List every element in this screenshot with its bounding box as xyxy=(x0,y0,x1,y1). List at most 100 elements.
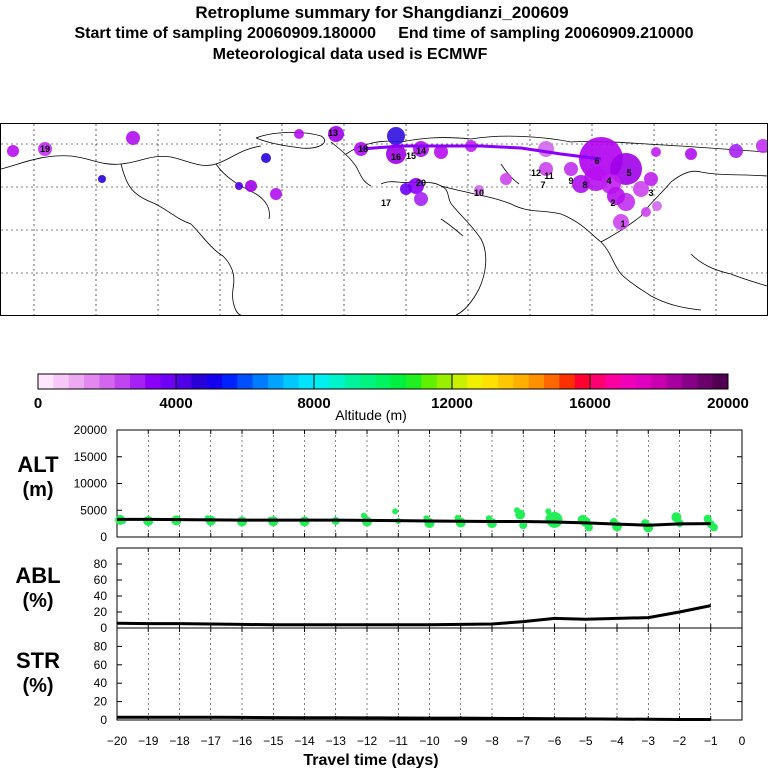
plume-point xyxy=(651,147,661,157)
colorbar-cell xyxy=(574,374,591,389)
plume-point xyxy=(400,183,412,195)
y-tick-label: 0 xyxy=(100,621,107,635)
y-tick-label: 5000 xyxy=(80,503,107,517)
panel-unit-label: (%) xyxy=(22,590,53,612)
plume-points xyxy=(7,126,767,230)
plume-point xyxy=(434,145,448,159)
plume-point xyxy=(7,145,19,157)
colorbar-cell xyxy=(498,374,514,389)
alt-scatter-point xyxy=(519,521,528,530)
colorbar-ticks: 0 4000 8000 12000 16000 20000 xyxy=(34,374,749,412)
plume-cluster-label: 2 xyxy=(610,198,615,208)
str-series-line xyxy=(117,715,711,722)
colorbar-cell xyxy=(222,374,238,389)
colorbar-cell xyxy=(559,374,576,389)
plume-point xyxy=(474,185,484,195)
colorbar-cell xyxy=(68,374,85,389)
colorbar-cell xyxy=(99,374,116,389)
colorbar-cell xyxy=(375,374,392,389)
colorbar-cell xyxy=(160,374,177,389)
colorbar-tick-label: 12000 xyxy=(431,395,473,412)
plume-cluster-label: 12 xyxy=(531,168,541,178)
plume-point xyxy=(245,180,257,192)
x-tick-label: −12 xyxy=(357,734,378,748)
plume-cluster-label: 19 xyxy=(40,144,50,154)
altitude-colorbar: 0 4000 8000 12000 16000 20000 Altitude (m) xyxy=(0,370,768,430)
plume-point xyxy=(685,148,697,160)
plume-point xyxy=(294,129,304,139)
alt-scatter-point xyxy=(360,512,367,519)
colorbar-cell xyxy=(329,374,346,389)
plume-cluster-label: 20 xyxy=(416,178,426,188)
alt-scatter-point xyxy=(545,508,552,515)
x-tick-label: −8 xyxy=(485,734,499,748)
alt-scatter-point xyxy=(392,508,399,515)
panel-label: STR xyxy=(16,648,60,673)
x-tick-label: −4 xyxy=(610,734,624,748)
plume-cluster-label: 10 xyxy=(474,188,484,198)
colorbar-cell xyxy=(206,374,223,389)
alt-scatter-point xyxy=(485,515,492,522)
time-series-panels: 20000 15000 10000 5000 0 ALT (m) 80 60 40 20 0 ABL (%… xyxy=(0,420,768,769)
y-tick-label: 60 xyxy=(94,658,108,672)
colorbar-cells xyxy=(38,374,729,389)
plume-point xyxy=(572,175,590,193)
alt-scatter-point xyxy=(143,515,154,526)
panel-label: ALT xyxy=(17,452,59,477)
x-tick-label: −2 xyxy=(673,734,687,748)
alt-median-line xyxy=(117,517,711,527)
plume-point xyxy=(756,139,767,153)
colorbar-cell xyxy=(298,374,315,389)
sampling-times: Start time of sampling 20060909.180000 E… xyxy=(0,25,768,43)
plume-cluster-label: 3 xyxy=(648,188,653,198)
y-tick-label: 60 xyxy=(94,573,108,587)
plume-point xyxy=(607,187,625,205)
colorbar-cell xyxy=(421,374,438,389)
colorbar-cell xyxy=(651,374,668,389)
colorbar-tick-label: 16000 xyxy=(569,395,611,412)
panel-label: ABL xyxy=(15,563,60,588)
y-tick-label: 0 xyxy=(100,530,107,544)
plume-point xyxy=(235,182,243,190)
alt-scatter-point xyxy=(454,514,461,521)
panel-unit-label: (m) xyxy=(22,479,53,501)
x-tick-label: −5 xyxy=(579,734,593,748)
colorbar-tick-label: 4000 xyxy=(159,395,192,412)
colorbar-cell xyxy=(268,374,284,389)
plume-cluster-label: 5 xyxy=(626,168,631,178)
plume-cluster-label: 8 xyxy=(582,180,587,190)
alt-scatter-point xyxy=(709,523,718,532)
plume-cluster-label: 7 xyxy=(540,180,545,190)
coastlines xyxy=(1,131,767,315)
x-tick-label: −7 xyxy=(516,734,530,748)
colorbar-cell xyxy=(482,374,499,389)
plume-track xyxy=(360,144,602,161)
y-tick-label: 40 xyxy=(94,589,108,603)
plume-point xyxy=(564,162,578,176)
colorbar-cell xyxy=(544,374,560,389)
plume-cluster-label: 14 xyxy=(416,146,426,156)
y-tick-label: 15000 xyxy=(74,450,108,464)
plume-point xyxy=(387,127,405,145)
plume-point xyxy=(613,214,629,230)
colorbar-cell xyxy=(605,374,622,389)
colorbar-cell xyxy=(252,374,269,389)
x-tick-label: −6 xyxy=(548,734,562,748)
colorbar-cell xyxy=(528,374,545,389)
plume-point xyxy=(500,173,512,185)
x-tick-label: −9 xyxy=(454,734,468,748)
plume-point xyxy=(539,162,553,176)
x-tick-label: −19 xyxy=(138,734,159,748)
plume-cluster-label: 15 xyxy=(406,151,416,161)
x-tick-label: −13 xyxy=(326,734,347,748)
colorbar-cell xyxy=(452,374,468,389)
colorbar-cell xyxy=(620,374,637,389)
plume-point xyxy=(270,188,282,200)
plume-point xyxy=(652,201,662,211)
colorbar-cell xyxy=(344,374,361,389)
colorbar-cell xyxy=(467,374,484,389)
colorbar-tick-label: 20000 xyxy=(707,395,749,412)
panel-content: −20 −19 −18 −17 −16 −15 −14 −13 −12 −11 −10 −9 −8 −7−… xyxy=(107,507,746,748)
met-data-label: Meteorological data used is ECMWF xyxy=(212,46,488,63)
plume-point xyxy=(126,131,140,145)
